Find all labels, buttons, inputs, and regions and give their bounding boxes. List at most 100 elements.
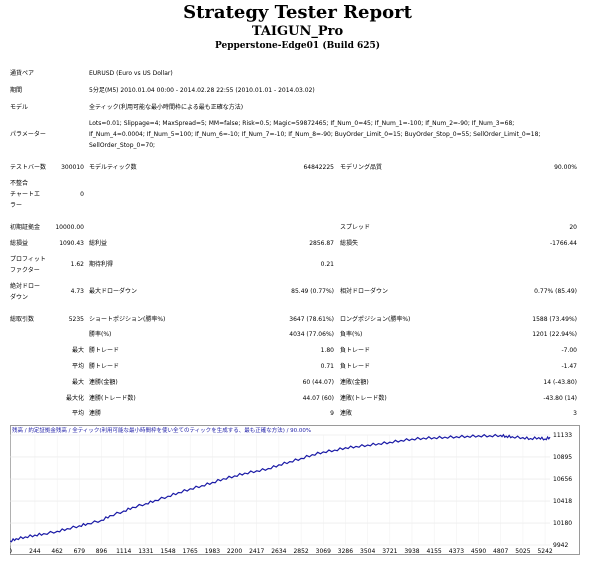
max-cons-profit-label: 連勝(トレード数) xyxy=(89,395,136,402)
gross-profit-label: 総利益 xyxy=(89,240,108,247)
period-value: 5分足(M5) 2010.01.04 00:00 - 2014.02.28 22… xyxy=(89,87,315,94)
x-tick-label: 4807 xyxy=(493,548,508,555)
profit-trades-value: 4034 (77.06%) xyxy=(289,331,334,338)
expected-payoff-label: 期待利得 xyxy=(89,261,114,268)
max-drawdown-label: 最大ドローダウン xyxy=(89,288,138,295)
x-tick-label: 5242 xyxy=(537,548,552,555)
max-drawdown-value: 85.49 (0.77%) xyxy=(291,288,334,295)
short-positions-label: ショートポジション(勝率%) xyxy=(89,316,166,323)
x-tick-label: 3938 xyxy=(404,548,419,555)
avg-cons-losses-value: 3 xyxy=(573,410,577,417)
abs-drawdown-value: 4.73 xyxy=(70,288,84,295)
chart-legend: 残高 / 約定証拠金残高 / 全ティック(利用可能な最小時間枠を使い全てのティッ… xyxy=(12,426,311,434)
bars-value: 300010 xyxy=(61,164,84,171)
mismatch-value: 0 xyxy=(80,191,84,198)
avg-cons-wins-label: 連勝 xyxy=(89,410,102,417)
x-tick-label: 2634 xyxy=(271,548,286,555)
profit-factor-label-2: ファクター xyxy=(10,267,40,274)
chart-frame xyxy=(10,425,580,555)
avg-loss-label: 負トレード xyxy=(340,363,371,370)
long-positions-label: ロングポジション(勝率%) xyxy=(340,316,411,323)
gross-profit-value: 2856.87 xyxy=(309,240,334,247)
short-positions-value: 3647 (78.61%) xyxy=(289,316,334,323)
maximal-consecutive-label: 最大化 xyxy=(65,395,84,402)
loss-trades-value: 1201 (22.94%) xyxy=(532,331,577,338)
x-tick-label: 3286 xyxy=(338,548,353,555)
symbol-value: EURUSD (Euro vs US Dollar) xyxy=(89,70,173,77)
x-tick-label: 462 xyxy=(51,548,63,555)
loss-trades-label: 負率(%) xyxy=(340,331,363,338)
ea-name: TAIGUN_Pro xyxy=(251,24,344,39)
total-trades-value: 5235 xyxy=(68,316,84,323)
mismatch-label-1: 不整合 xyxy=(10,180,29,187)
abs-drawdown-label-2: ダウン xyxy=(10,294,29,301)
spread-label: スプレッド xyxy=(340,224,371,231)
period-label: 期間 xyxy=(10,87,23,94)
x-tick-label: 244 xyxy=(29,548,41,555)
largest-loss-label: 負トレード xyxy=(340,347,371,354)
x-tick-label: 3504 xyxy=(360,548,375,555)
x-tick-label: 5025 xyxy=(515,548,530,555)
avg-win-label: 勝トレード xyxy=(89,363,120,370)
quality-label: モデリング品質 xyxy=(340,164,383,171)
balance-series-line xyxy=(10,433,551,543)
avg-cons-wins-value: 9 xyxy=(330,410,334,417)
net-profit-label: 総損益 xyxy=(10,240,29,247)
cons-wins-value: 60 (44.07) xyxy=(302,379,334,386)
deposit-value: 10000.00 xyxy=(55,224,84,231)
rel-drawdown-value: 0.77% (85.49) xyxy=(534,288,577,295)
ticks-value: 64842225 xyxy=(303,164,334,171)
params-value: Lots=0.01; Slippage=4; MaxSpread=5; MM=f… xyxy=(89,120,541,149)
largest-label: 最大 xyxy=(71,347,84,354)
x-tick-label: 3069 xyxy=(316,548,331,555)
x-tick-label: 4155 xyxy=(426,548,441,555)
x-tick-label: 1331 xyxy=(138,548,153,555)
x-tick-label: 679 xyxy=(74,548,86,555)
y-tick-label: 9942 xyxy=(553,542,568,549)
x-tick-label: 1548 xyxy=(160,548,175,555)
report-title: Strategy Tester Report xyxy=(183,2,412,23)
largest-loss-value: -7.00 xyxy=(561,347,577,354)
cons-losses-label: 連敗(金額) xyxy=(340,379,369,386)
max-cons-loss-value: -43.80 (14) xyxy=(543,395,577,402)
profit-trades-label: 勝率(%) xyxy=(89,331,112,338)
x-tick-label: 896 xyxy=(96,548,108,555)
spread-value: 20 xyxy=(569,224,577,231)
model-value: 全ティック(利用可能な最小時間枠による最も正確な方法) xyxy=(89,104,244,111)
x-tick-label: 2417 xyxy=(249,548,264,555)
cons-losses-value: 14 (-43.80) xyxy=(543,379,577,386)
y-tick-label: 10895 xyxy=(553,454,572,461)
model-label: モデル xyxy=(10,104,29,111)
x-tick-label: 1983 xyxy=(205,548,220,555)
total-trades-label: 総取引数 xyxy=(10,316,35,323)
gross-loss-value: -1766.44 xyxy=(550,240,577,247)
profit-factor-value: 1.62 xyxy=(70,261,84,268)
x-tick-label: 2200 xyxy=(227,548,242,555)
x-tick-label: 0 xyxy=(10,548,12,555)
avg-cons-losses-label: 連敗 xyxy=(340,410,353,417)
y-tick-label: 10180 xyxy=(553,520,572,527)
x-tick-label: 4373 xyxy=(449,548,464,555)
y-tick-label: 11133 xyxy=(553,432,572,439)
average-label: 平均 xyxy=(71,363,84,370)
avg-win-value: 0.71 xyxy=(320,363,334,370)
y-tick-label: 10656 xyxy=(553,476,572,483)
deposit-label: 初期証拠金 xyxy=(10,224,41,231)
bars-label: テストバー数 xyxy=(10,164,47,171)
params-label: パラメーター xyxy=(10,131,46,138)
balance-chart: 11133 10895 10656 10418 10180 9942 0 244 462 679… xyxy=(10,425,580,555)
x-tick-label: 3721 xyxy=(382,548,397,555)
largest-win-label: 勝トレード xyxy=(89,347,120,354)
symbol-label: 通貨ペア xyxy=(10,70,35,77)
long-positions-value: 1588 (73.49%) xyxy=(532,316,577,323)
largest-win-value: 1.80 xyxy=(320,347,334,354)
mismatch-label-2: チャートエ xyxy=(10,191,40,198)
rel-drawdown-label: 相対ドローダウン xyxy=(340,288,389,295)
mismatch-label-3: ラー xyxy=(10,202,23,209)
abs-drawdown-label-1: 絶対ドロー xyxy=(10,283,41,290)
max-consecutive-label: 最大 xyxy=(71,379,84,386)
ticks-label: モデルティック数 xyxy=(89,164,137,171)
cons-wins-label: 連勝(金額) xyxy=(89,379,118,386)
avg-loss-value: -1.47 xyxy=(561,363,577,370)
profit-factor-label-1: プロフィット xyxy=(10,256,46,263)
